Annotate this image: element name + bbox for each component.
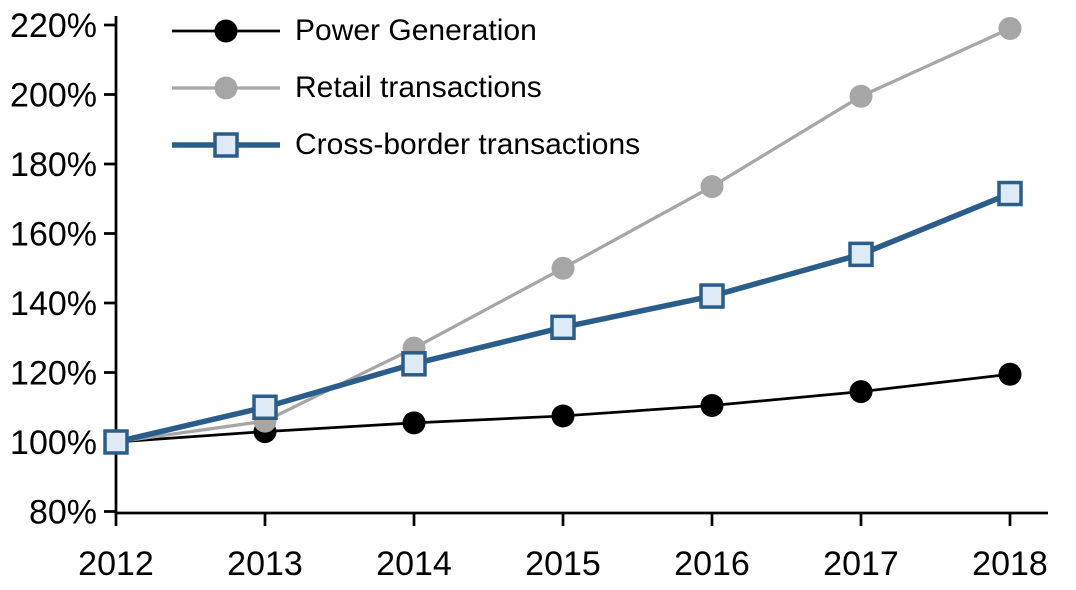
marker-retail-transactions-2015: [551, 256, 575, 280]
marker-power-generation-2016: [700, 394, 724, 418]
series-cross-border-transactions: [103, 180, 1023, 455]
marker-cross-border-transactions-2017: [848, 241, 874, 268]
legend-sample-power-generation-icon: [172, 19, 280, 42]
marker-cross-border-transactions-2018: [997, 180, 1023, 207]
y-tick-label: 160%: [10, 216, 97, 254]
y-tick-label: 80%: [29, 494, 97, 532]
marker-retail-transactions-2018: [998, 16, 1022, 40]
legend-marker-sample: [214, 19, 238, 42]
y-tick-label: 220%: [10, 7, 97, 45]
y-tick-label: 120%: [10, 355, 97, 393]
series-power-generation: [104, 362, 1022, 454]
legend-label-cross-border-transactions: Cross-border transactions: [295, 127, 641, 161]
x-tick-label: 2016: [674, 545, 750, 583]
marker-power-generation-2015: [551, 404, 575, 428]
x-tick-label: 2018: [972, 545, 1048, 583]
legend-sample-retail-transactions-icon: [172, 76, 280, 99]
legend-label-power-generation: Power Generation: [295, 13, 537, 47]
y-tick-label: 180%: [10, 146, 97, 184]
marker-power-generation-2014: [402, 411, 426, 435]
marker-cross-border-transactions-2016: [699, 283, 725, 309]
legend: Power Generation Retail transactions Cro…: [170, 2, 640, 173]
marker-retail-transactions-2016: [700, 175, 724, 199]
legend-item-cross-border-transactions: Cross-border transactions: [170, 116, 640, 173]
marker-cross-border-transactions-2012: [103, 429, 129, 455]
legend-marker-sample: [214, 76, 238, 99]
marker-cross-border-transactions-2013: [252, 394, 278, 420]
y-tick-label: 140%: [10, 285, 97, 323]
marker-cross-border-transactions-2014: [401, 351, 427, 377]
y-tick-label: 200%: [10, 77, 97, 115]
marker-retail-transactions-2017: [849, 84, 873, 108]
x-tick-label: 2015: [525, 545, 601, 583]
x-tick-label: 2013: [227, 545, 303, 583]
marker-power-generation-2017: [849, 380, 873, 404]
y-tick-label: 100%: [10, 424, 97, 462]
legend-sample-cross-border-transactions-icon: [172, 131, 280, 158]
legend-label-retail-transactions: Retail transactions: [295, 70, 542, 104]
legend-marker-sample: [213, 131, 239, 158]
marker-cross-border-transactions-2015: [550, 314, 576, 341]
marker-power-generation-2018: [998, 362, 1022, 386]
legend-item-power-generation: Power Generation: [170, 2, 640, 59]
x-tick-label: 2014: [376, 545, 452, 583]
x-tick-label: 2012: [78, 545, 154, 583]
x-tick-label: 2017: [823, 545, 899, 583]
legend-item-retail-transactions: Retail transactions: [170, 59, 640, 116]
